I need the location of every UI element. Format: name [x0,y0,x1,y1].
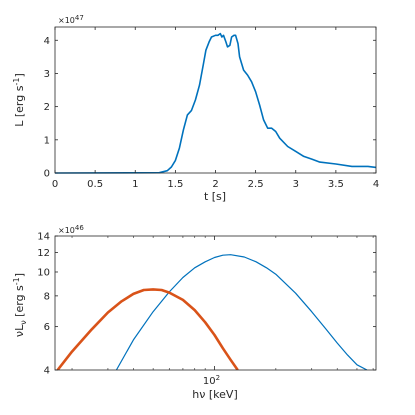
bottom-y-tick-label: 12 [37,248,50,259]
top-x-tick-label: 0 [52,179,58,190]
spectrum-panel: ×1046 102 4 6 8 10 12 14 hν [keV] νLν [erg s-1… [12,224,377,401]
top-x-tick-label: 3 [293,179,299,190]
top-plot-clip-group [54,32,377,174]
spectrum-line-blue [115,254,368,370]
spectrum-line-orange [56,288,239,370]
top-x-tick-label: 1.5 [167,179,183,190]
luminosity-light-curve-panel: ×1047 0 0.5 1 1.5 2 2.5 3 3.5 4 0 1 2 3 4 t [s] L [er… [12,14,379,203]
top-y-tick-label: 3 [44,69,50,80]
top-x-tick-label: 4 [373,179,379,190]
top-x-tick-label: 2 [212,179,218,190]
bottom-axes-box [54,235,377,371]
bottom-ticks: 102 4 6 8 10 12 14 [37,232,376,387]
bottom-x-tick-label: 102 [203,374,220,387]
top-y-tick-label: 2 [44,102,50,113]
top-y-tick-label: 4 [44,36,50,47]
bottom-y-tick-label: 10 [37,267,50,278]
bottom-y-tick-label: 4 [44,366,50,377]
top-x-tick-label: 1 [132,179,138,190]
bottom-y-tick-label: 14 [37,232,50,243]
bottom-y-axis-label: νLν [erg s-1] [12,273,28,337]
top-ticks: 0 0.5 1 1.5 2 2.5 3 3.5 4 0 1 2 3 4 [44,27,379,190]
top-y-tick-label: 0 [44,169,50,180]
top-y-exponent: ×1047 [58,14,84,25]
top-x-tick-label: 2.5 [248,179,264,190]
top-x-tick-label: 0.5 [87,179,103,190]
bottom-plot-area [56,254,368,370]
light-curve-line [54,32,377,174]
bottom-y-tick-label: 6 [44,322,50,333]
bottom-y-exponent: ×1046 [58,224,84,235]
top-y-tick-label: 1 [44,135,50,146]
bottom-x-axis-label: hν [keV] [192,388,237,401]
top-y-axis-label: L [erg s-1] [12,73,26,127]
top-x-tick-label: 3.5 [328,179,344,190]
top-x-axis-label: t [s] [204,190,226,203]
bottom-y-tick-label: 8 [44,291,50,302]
